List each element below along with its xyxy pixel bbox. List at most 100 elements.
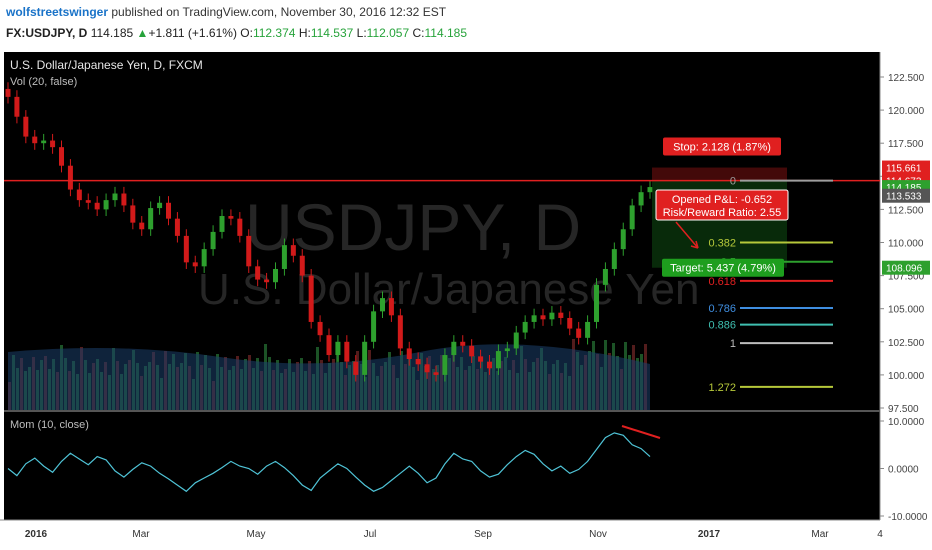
candle-body xyxy=(602,268,608,285)
candle-body xyxy=(192,262,198,267)
candle-body xyxy=(281,245,287,269)
candle-body xyxy=(335,341,341,356)
price-chart[interactable]: USDJPY, DU.S. Dollar/Japanese Yen 0 0.382 0… xyxy=(0,52,932,550)
candle-body xyxy=(540,315,546,320)
header-bar: wolfstreetswinger published on TradingVi… xyxy=(0,0,932,52)
price-tick-label: 97.500 xyxy=(888,404,919,415)
candle-body xyxy=(201,249,207,267)
candles xyxy=(5,82,653,382)
candle-body xyxy=(85,200,91,203)
candle-body xyxy=(166,202,171,219)
candle-body xyxy=(406,348,412,360)
candle-body xyxy=(585,321,591,338)
high-label: H: xyxy=(298,26,311,40)
candle-body xyxy=(273,268,278,283)
candle-body xyxy=(103,200,109,210)
price-tick-label: 120.000 xyxy=(888,106,925,117)
quote-line: FX:USDJPY, D 114.185 ▲+1.811 (+1.61%) O:… xyxy=(6,26,467,40)
momentum-title: Mom (10, close) xyxy=(10,419,89,431)
candle-body xyxy=(255,266,261,280)
candle-body xyxy=(594,284,599,322)
candle-body xyxy=(50,140,56,148)
price-badge xyxy=(882,260,930,275)
candle-body xyxy=(513,332,519,349)
price-badge xyxy=(882,160,930,175)
time-tick-label: Nov xyxy=(589,529,607,540)
price-tick-label: 102.500 xyxy=(888,338,925,349)
candle-body xyxy=(130,205,136,223)
fib-label: 1.272 xyxy=(708,382,736,394)
candle-body xyxy=(620,229,626,250)
candle-body xyxy=(433,372,439,375)
candle-body xyxy=(290,245,296,256)
pl-box xyxy=(655,189,789,221)
risk-reward-label: Risk/Reward Ratio: 2.55 xyxy=(663,207,782,219)
time-tick-label: Sep xyxy=(474,529,492,540)
candle-body xyxy=(460,341,466,346)
divergence-line xyxy=(621,425,661,439)
candle-body xyxy=(629,205,635,230)
time-tick-label: 4 xyxy=(877,529,883,540)
fib-label: 1 xyxy=(730,338,736,350)
price-tick-label: 107.500 xyxy=(888,272,925,283)
candle-body xyxy=(576,328,582,338)
candle-body xyxy=(5,88,11,97)
price-badge-label: 114.185 xyxy=(886,183,922,194)
candle-body xyxy=(558,312,564,318)
candle-body xyxy=(139,222,145,230)
candle-body xyxy=(326,335,332,356)
fib-label: 0 xyxy=(730,176,736,188)
candle-body xyxy=(174,218,180,236)
momentum-tick-label: 0.0000 xyxy=(888,465,919,476)
target-label: Target: 5.437 (4.79%) xyxy=(670,263,776,275)
published-text: published on TradingView.com, November 3… xyxy=(111,5,447,19)
target-label-box xyxy=(662,258,784,277)
candle-body xyxy=(531,315,537,322)
candle-body xyxy=(442,355,448,375)
high-value: 114.537 xyxy=(310,26,354,40)
candle-body xyxy=(478,356,484,362)
candle-body xyxy=(59,147,64,166)
candle-body xyxy=(246,235,252,267)
price-badge-label: 113.533 xyxy=(886,192,922,203)
price-tick-label: 122.500 xyxy=(888,73,925,84)
main-pane-title: U.S. Dollar/Japanese Yen, D, FXCM xyxy=(10,58,203,72)
low-value: 112.057 xyxy=(366,26,410,40)
time-tick-label: Mar xyxy=(132,529,150,540)
candle-body xyxy=(121,193,127,206)
candle-body xyxy=(371,311,377,342)
momentum-tick-label: -10.0000 xyxy=(888,512,928,523)
candle-body xyxy=(549,312,555,320)
candle-body xyxy=(451,341,457,356)
fib-label: 0.786 xyxy=(708,303,736,315)
fib-label: 0.886 xyxy=(708,320,736,332)
time-tick-label: Jul xyxy=(364,529,377,540)
candle-body xyxy=(522,321,528,333)
candle-body xyxy=(504,348,510,352)
price-tick-label: 117.500 xyxy=(888,139,924,150)
candle-body xyxy=(112,193,118,201)
candle-body xyxy=(647,187,653,193)
candle-body xyxy=(14,96,20,117)
volume-indicator-label: Vol (20, false) xyxy=(10,76,77,88)
candle-body xyxy=(344,341,350,362)
candle-body xyxy=(76,189,82,201)
fib-label: 0.382 xyxy=(708,238,736,250)
candle-body xyxy=(32,136,38,144)
open-label: O: xyxy=(240,26,253,40)
symbol-label: FX:USDJPY, D xyxy=(6,26,88,40)
candle-body xyxy=(380,298,385,312)
time-tick-label: May xyxy=(247,529,266,540)
stop-zone xyxy=(652,167,787,181)
candle-body xyxy=(388,298,394,316)
publisher-name[interactable]: wolfstreetswinger xyxy=(6,5,109,19)
candle-body xyxy=(210,231,216,250)
stop-label-box xyxy=(663,137,781,156)
pl-arrow-icon xyxy=(675,221,699,249)
open-value: 112.374 xyxy=(252,26,296,40)
price-tick-label: 100.000 xyxy=(888,371,925,382)
price-tick-label: 105.000 xyxy=(888,305,925,316)
price-tick-label: 112.500 xyxy=(888,205,924,216)
watermark-symbol: USDJPY, D xyxy=(245,190,581,264)
time-tick-label: Mar xyxy=(811,529,829,540)
